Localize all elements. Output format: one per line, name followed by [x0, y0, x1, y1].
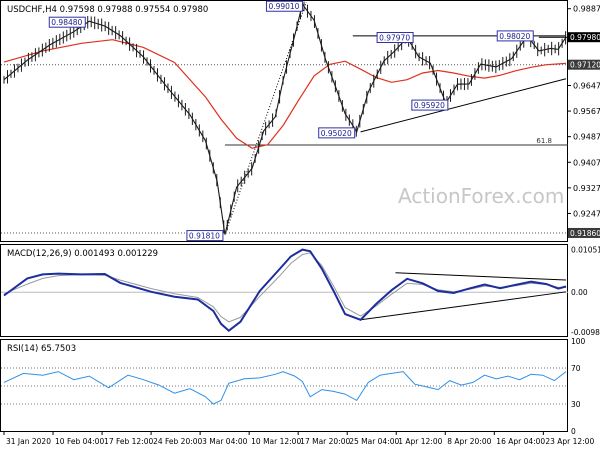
macd-tick-label: -0.009804: [571, 328, 600, 337]
x-tick-label: 25 Mar 04:00: [349, 437, 399, 446]
swing-label: 0.91810: [189, 232, 220, 241]
main-trendline: [360, 78, 567, 133]
rsi-line: [3, 371, 567, 405]
main-series-layer: [3, 1, 568, 235]
x-tick-label: 1 Apr 12:00: [398, 437, 442, 446]
swing-label: 0.95020: [321, 129, 352, 138]
x-tick-label: 17 Feb 12:00: [104, 437, 153, 446]
price-label-text: 0.97120: [570, 61, 600, 70]
macd-tick-label: 0.00: [571, 288, 588, 297]
swing-label-box: [496, 30, 534, 42]
macd-tick-label: 0.010513: [571, 246, 600, 255]
watermark: ActionForex.com: [398, 184, 564, 208]
swing-label-box: [186, 230, 224, 242]
main-trendline: [224, 1, 307, 235]
macd-layer: [1, 248, 568, 332]
macd-trendline: [395, 272, 567, 281]
swing-label: 0.99010: [268, 2, 299, 11]
swing-label-box: [265, 0, 303, 12]
price-label-text: 0.97980: [570, 33, 600, 42]
main-label-layer: 0.98480 0.99010 0.97970 0.98020 0.95020 0.959…: [48, 0, 534, 242]
rsi-pane-header: RSI(14) 65.7503: [7, 344, 76, 354]
x-tick-label: 31 Jan 2020: [6, 437, 51, 446]
price-label-box: [568, 227, 600, 238]
main-pane-frame: [0, 0, 568, 242]
ema-line: [3, 39, 567, 149]
x-tick-label: 16 Apr 04:00: [496, 437, 545, 446]
rsi-tick-label: 30: [571, 400, 581, 409]
swing-label-box: [376, 32, 414, 44]
x-tick-label: 17 Mar 20:00: [300, 437, 350, 446]
x-tick-label: 24 Feb 20:00: [153, 437, 202, 446]
swing-label: 0.98480: [51, 18, 82, 27]
swing-label: 0.95920: [414, 101, 445, 110]
rsi-tick-label: 100: [571, 337, 586, 346]
x-tick-label: 8 Apr 20:00: [447, 437, 491, 446]
price-label-box: [568, 32, 600, 43]
x-tick-label: 10 Feb 04:00: [55, 437, 104, 446]
macd-pane-header: MACD(12,26,9) 0.001493 0.001229: [7, 249, 158, 259]
swing-label-box: [411, 99, 449, 111]
price-label-text: 0.91860: [570, 229, 600, 238]
macd-main-line: [3, 248, 567, 332]
rsi-tick-label: 70: [571, 364, 581, 373]
rsi-pane-frame: [0, 339, 568, 432]
rsi-tick-label: 0: [571, 427, 576, 436]
swing-label-box: [48, 16, 86, 28]
macd-pane-frame: [0, 244, 568, 337]
price-label-box: [568, 59, 600, 70]
swing-label: 0.98020: [499, 32, 530, 41]
main-static-layer: 61.8: [1, 64, 568, 234]
fib-label: 61.8: [536, 137, 552, 145]
swing-label: 0.97970: [379, 34, 410, 43]
macd-trendline: [360, 291, 567, 321]
x-tick-label: 3 Mar 04:00: [202, 437, 248, 446]
x-tick-label: 10 Mar 12:00: [251, 437, 301, 446]
x-tick-label: 23 Apr 12:00: [545, 437, 594, 446]
swing-label-box: [318, 127, 356, 139]
rsi-layer: [1, 367, 568, 405]
main-pane-header: USDCHF,H4 0.97598 0.97988 0.97554 0.9798…: [7, 5, 208, 15]
